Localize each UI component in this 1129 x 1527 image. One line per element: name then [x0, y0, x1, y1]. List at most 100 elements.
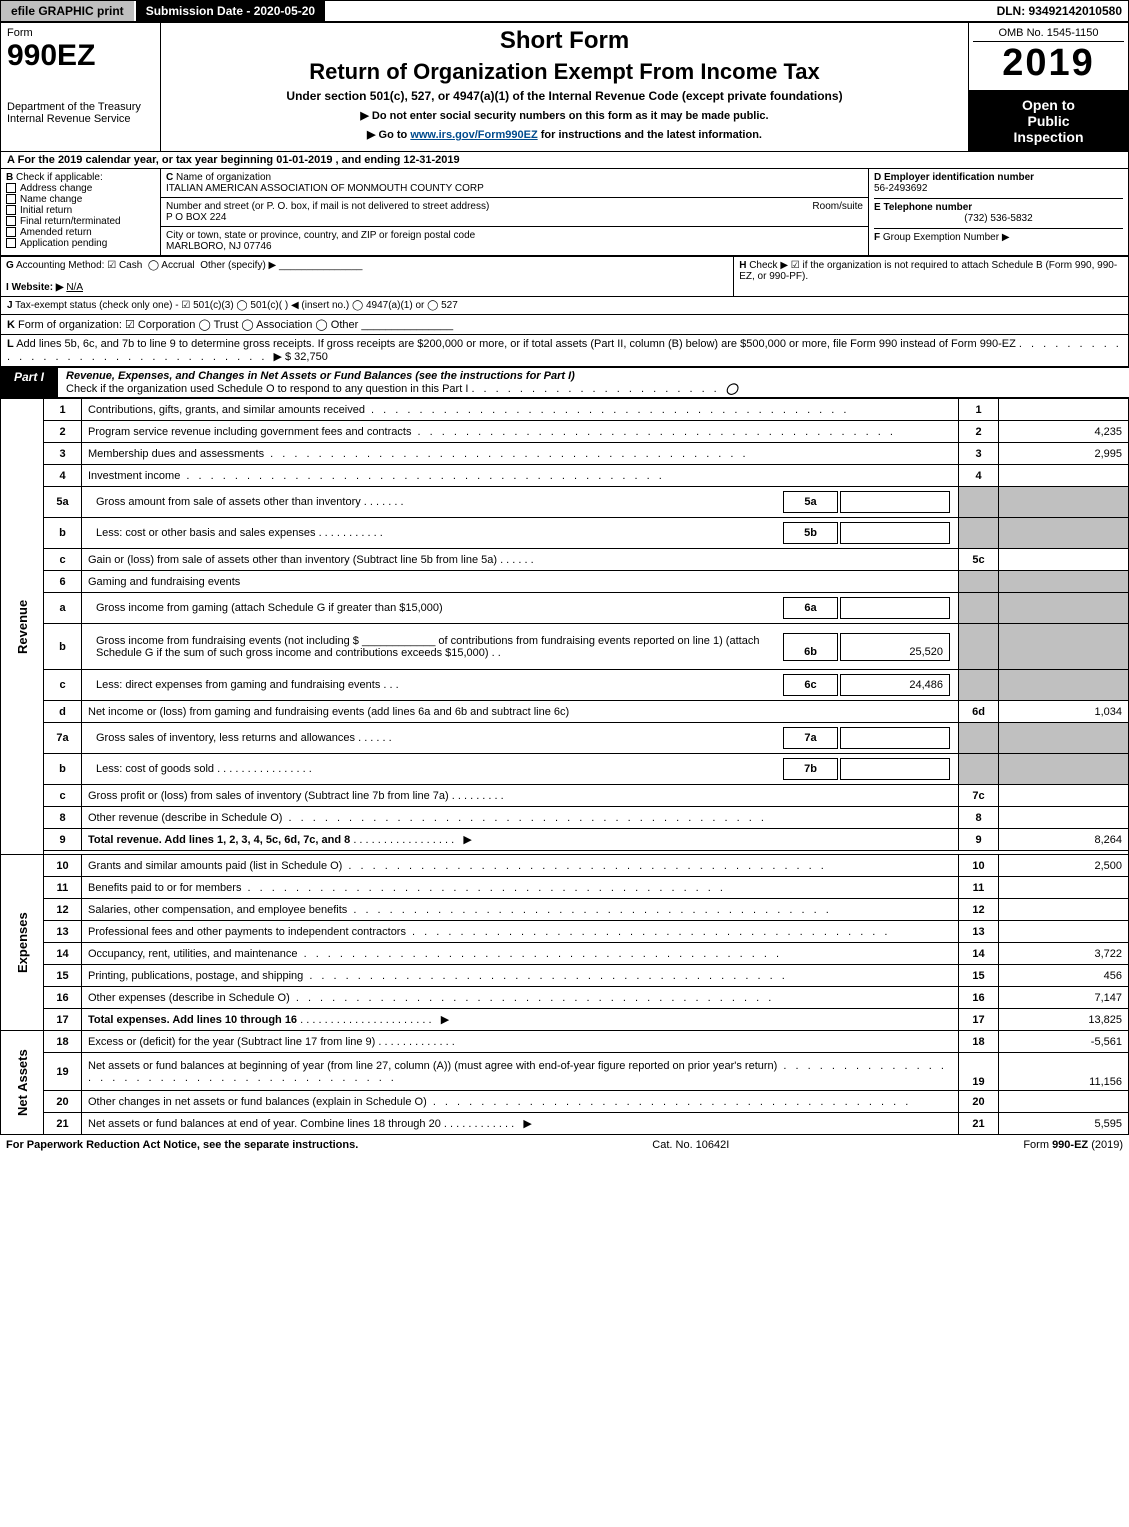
- goto-pre: ▶ Go to: [367, 129, 410, 141]
- website-label: Website: ▶: [12, 282, 64, 293]
- check-applicable-label: Check if applicable:: [16, 172, 103, 183]
- part1-check-value[interactable]: ◯: [726, 383, 738, 395]
- footer-mid: Cat. No. 10642I: [652, 1139, 729, 1151]
- line12-num: 12: [959, 899, 999, 921]
- tax-year: 2019: [973, 42, 1124, 85]
- main-title: Return of Organization Exempt From Incom…: [169, 59, 960, 85]
- letter-j: J: [7, 300, 13, 311]
- letter-a: A: [7, 154, 15, 166]
- line1-val: [999, 399, 1129, 421]
- line18-text: Excess or (deficit) for the year (Subtra…: [88, 1036, 375, 1048]
- amended-return-check[interactable]: [6, 227, 16, 237]
- line11-num: 11: [959, 877, 999, 899]
- footer-right: Form 990-EZ (2019): [1023, 1139, 1123, 1151]
- address-change-check[interactable]: [6, 183, 16, 193]
- line15-text: Printing, publications, postage, and shi…: [88, 970, 303, 982]
- line19-val: 11,156: [999, 1053, 1129, 1091]
- l-amount: ▶ $ 32,750: [273, 351, 327, 363]
- opt-final-return: Final return/terminated: [20, 216, 121, 227]
- open-to-public: Open to Public Inspection: [969, 91, 1128, 151]
- line3-text: Membership dues and assessments: [88, 448, 264, 460]
- phone-value: (732) 536-5832: [874, 213, 1123, 224]
- line4-text: Investment income: [88, 470, 180, 482]
- line4-num: 4: [959, 465, 999, 487]
- dept-label: Department of the Treasury: [7, 101, 154, 113]
- irs-link[interactable]: www.irs.gov/Form990EZ: [410, 129, 537, 141]
- line14-val: 3,722: [999, 943, 1129, 965]
- line7b-innum: 7b: [783, 758, 838, 780]
- line21-val: 5,595: [999, 1113, 1129, 1135]
- footer-left: For Paperwork Reduction Act Notice, see …: [6, 1139, 358, 1151]
- submission-date-button[interactable]: Submission Date - 2020-05-20: [136, 1, 325, 21]
- part1-title: Revenue, Expenses, and Changes in Net As…: [66, 370, 575, 382]
- form-of-org: Form of organization: ☑ Corporation ◯ Tr…: [18, 319, 358, 331]
- org-info-table: B Check if applicable: Address change Na…: [0, 168, 1129, 256]
- letter-h: H: [739, 260, 746, 271]
- line8-val: [999, 807, 1129, 829]
- final-return-check[interactable]: [6, 216, 16, 226]
- line10-val: 2,500: [999, 855, 1129, 877]
- line5b-inval: [840, 522, 950, 544]
- opt-address-change: Address change: [20, 183, 92, 194]
- line7c-num: 7c: [959, 785, 999, 807]
- page-footer: For Paperwork Reduction Act Notice, see …: [0, 1135, 1129, 1155]
- line17-val: 13,825: [999, 1009, 1129, 1031]
- open-line3: Inspection: [973, 129, 1124, 145]
- accounting-method-label: Accounting Method:: [16, 260, 104, 271]
- line9-text: Total revenue. Add lines 1, 2, 3, 4, 5c,…: [88, 834, 350, 846]
- line8-text: Other revenue (describe in Schedule O): [88, 812, 282, 824]
- top-bar: efile GRAPHIC print Submission Date - 20…: [0, 0, 1129, 22]
- name-change-check[interactable]: [6, 194, 16, 204]
- letter-d: D: [874, 172, 881, 183]
- line6b-inval: 25,520: [840, 633, 950, 661]
- line14-text: Occupancy, rent, utilities, and maintena…: [88, 948, 298, 960]
- letter-g: G: [6, 260, 14, 271]
- line6d-text: Net income or (loss) from gaming and fun…: [88, 706, 569, 718]
- line7b-inval: [840, 758, 950, 780]
- initial-return-check[interactable]: [6, 205, 16, 215]
- street-label: Number and street (or P. O. box, if mail…: [166, 201, 489, 212]
- gh-row: G Accounting Method: ☑ Cash ◯ Accrual Ot…: [0, 256, 1129, 297]
- open-line1: Open to: [973, 97, 1124, 113]
- line7a-innum: 7a: [783, 727, 838, 749]
- tax-year-range: For the 2019 calendar year, or tax year …: [18, 154, 460, 166]
- line5b-text: Less: cost or other basis and sales expe…: [96, 527, 316, 539]
- phone-label: Telephone number: [883, 202, 972, 213]
- line20-text: Other changes in net assets or fund bala…: [88, 1096, 427, 1108]
- line12-val: [999, 899, 1129, 921]
- line19-num: 19: [959, 1053, 999, 1091]
- line6a-inval: [840, 597, 950, 619]
- line13-val: [999, 921, 1129, 943]
- other-label: Other (specify) ▶: [200, 260, 276, 271]
- line20-num: 20: [959, 1091, 999, 1113]
- letter-e: E: [874, 202, 881, 213]
- line6-text: Gaming and fundraising events: [82, 571, 959, 593]
- line13-text: Professional fees and other payments to …: [88, 926, 406, 938]
- line6b-text: Gross income from fundraising events (no…: [96, 635, 759, 659]
- irs-label: Internal Revenue Service: [7, 113, 154, 125]
- line15-num: 15: [959, 965, 999, 987]
- tax-exempt-status: Tax-exempt status (check only one) - ☑ 5…: [15, 300, 458, 311]
- part1-table: Revenue 1 Contributions, gifts, grants, …: [0, 398, 1129, 1135]
- ein-label: Employer identification number: [884, 172, 1034, 183]
- line21-text: Net assets or fund balances at end of ye…: [88, 1118, 441, 1130]
- line16-num: 16: [959, 987, 999, 1009]
- goto-post: for instructions and the latest informat…: [538, 129, 762, 141]
- line5b-innum: 5b: [783, 522, 838, 544]
- line19-text: Net assets or fund balances at beginning…: [88, 1060, 777, 1072]
- line8-num: 8: [959, 807, 999, 829]
- line2-val: 4,235: [999, 421, 1129, 443]
- opt-initial-return: Initial return: [20, 205, 72, 216]
- dln-label: DLN: 93492142010580: [997, 4, 1128, 18]
- org-name: ITALIAN AMERICAN ASSOCIATION OF MONMOUTH…: [166, 183, 484, 194]
- line10-num: 10: [959, 855, 999, 877]
- opt-application-pending: Application pending: [20, 238, 107, 249]
- letter-l: L: [7, 338, 14, 350]
- line5c-text: Gain or (loss) from sale of assets other…: [88, 554, 497, 566]
- line12-text: Salaries, other compensation, and employ…: [88, 904, 347, 916]
- efile-print-button[interactable]: efile GRAPHIC print: [1, 1, 134, 21]
- room-label: Room/suite: [812, 201, 863, 212]
- application-pending-check[interactable]: [6, 238, 16, 248]
- line2-num: 2: [959, 421, 999, 443]
- line7c-val: [999, 785, 1129, 807]
